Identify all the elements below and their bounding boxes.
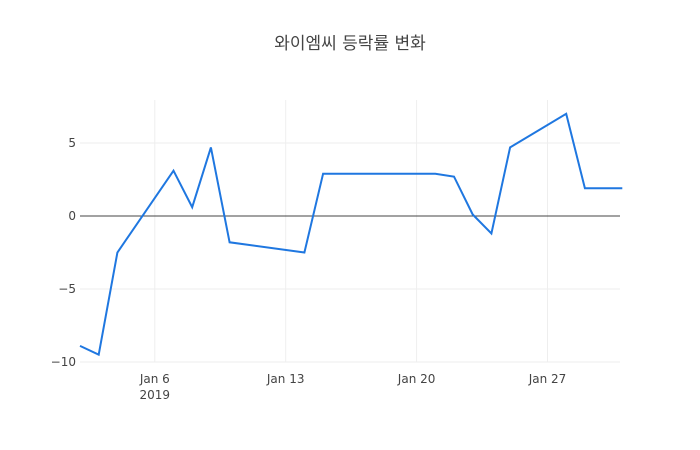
x-tick-label: Jan 20 [397, 372, 436, 386]
series-line [79, 112, 623, 357]
x-tick-label: Jan 27 [528, 372, 567, 386]
x-tick-label: Jan 13 [266, 372, 305, 386]
x-tick-year-label: 2019 [140, 388, 171, 402]
data-traces [79, 112, 623, 357]
gridlines [80, 100, 620, 363]
y-tick-label: −5 [58, 282, 76, 296]
y-tick-label: 0 [68, 209, 76, 223]
y-axis-ticks: 5 0 −5 −10 [51, 136, 76, 369]
x-axis-ticks: Jan 6 2019 Jan 13 Jan 20 Jan 27 [139, 372, 566, 402]
x-tick-label: Jan 6 [139, 372, 170, 386]
y-tick-label: −10 [51, 355, 76, 369]
chart-title: 와이엠씨 등락률 변화 [274, 34, 426, 54]
y-tick-label: 5 [68, 136, 76, 150]
